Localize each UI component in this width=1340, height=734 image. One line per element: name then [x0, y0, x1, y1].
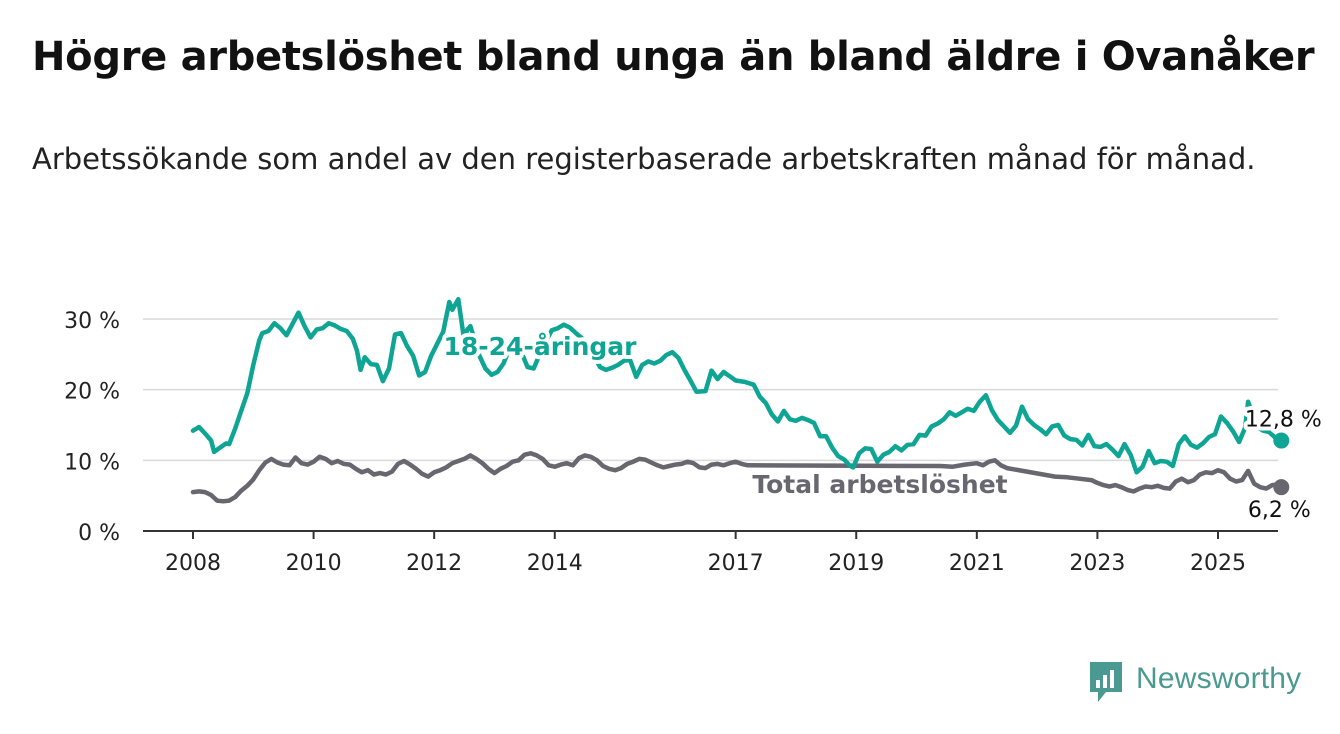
end-label-youth-halo: 12,8 %: [1245, 408, 1322, 433]
chart-subtitle: Arbetssökande som andel av den registerb…: [32, 142, 1256, 176]
series-line-total-end-marker: [1273, 479, 1290, 496]
series-label-youth: 18-24-åringar: [444, 332, 638, 361]
chart-title: Högre arbetslöshet bland unga än bland ä…: [32, 34, 1315, 80]
newsworthy-logo-icon: [1090, 662, 1122, 702]
x-tick-label: 2019: [828, 551, 884, 576]
series-line-youth: [190, 296, 1284, 475]
series-line-youth-end-marker: [1273, 432, 1290, 449]
x-tick-label: 2014: [527, 551, 583, 576]
y-tick-label: 30 %: [64, 309, 120, 334]
y-tick-label: 0 %: [78, 521, 120, 546]
series-line-total: [190, 451, 1284, 504]
series-label-youth-halo: 18-24-åringar: [444, 332, 638, 361]
y-tick-label: 10 %: [64, 450, 120, 475]
end-label-total: 6,2 %: [1248, 498, 1311, 523]
x-tick-label: 2021: [949, 551, 1005, 576]
series-label-total: Total arbetslöshet: [752, 470, 1007, 499]
x-tick-label: 2025: [1190, 551, 1246, 576]
end-label-youth: 12,8 %: [1245, 408, 1322, 433]
x-tick-label: 2008: [165, 551, 221, 576]
newsworthy-logo-text: Newsworthy: [1136, 662, 1302, 695]
newsworthy-logo: Newsworthy: [1088, 660, 1318, 704]
x-tick-label: 2017: [708, 551, 764, 576]
x-tick-label: 2023: [1069, 551, 1125, 576]
series-label-total-halo: Total arbetslöshet: [752, 470, 1007, 499]
x-tick-label: 2010: [286, 551, 342, 576]
end-label-total-halo: 6,2 %: [1248, 498, 1311, 523]
x-tick-label: 2012: [406, 551, 462, 576]
y-tick-label: 20 %: [64, 380, 120, 405]
